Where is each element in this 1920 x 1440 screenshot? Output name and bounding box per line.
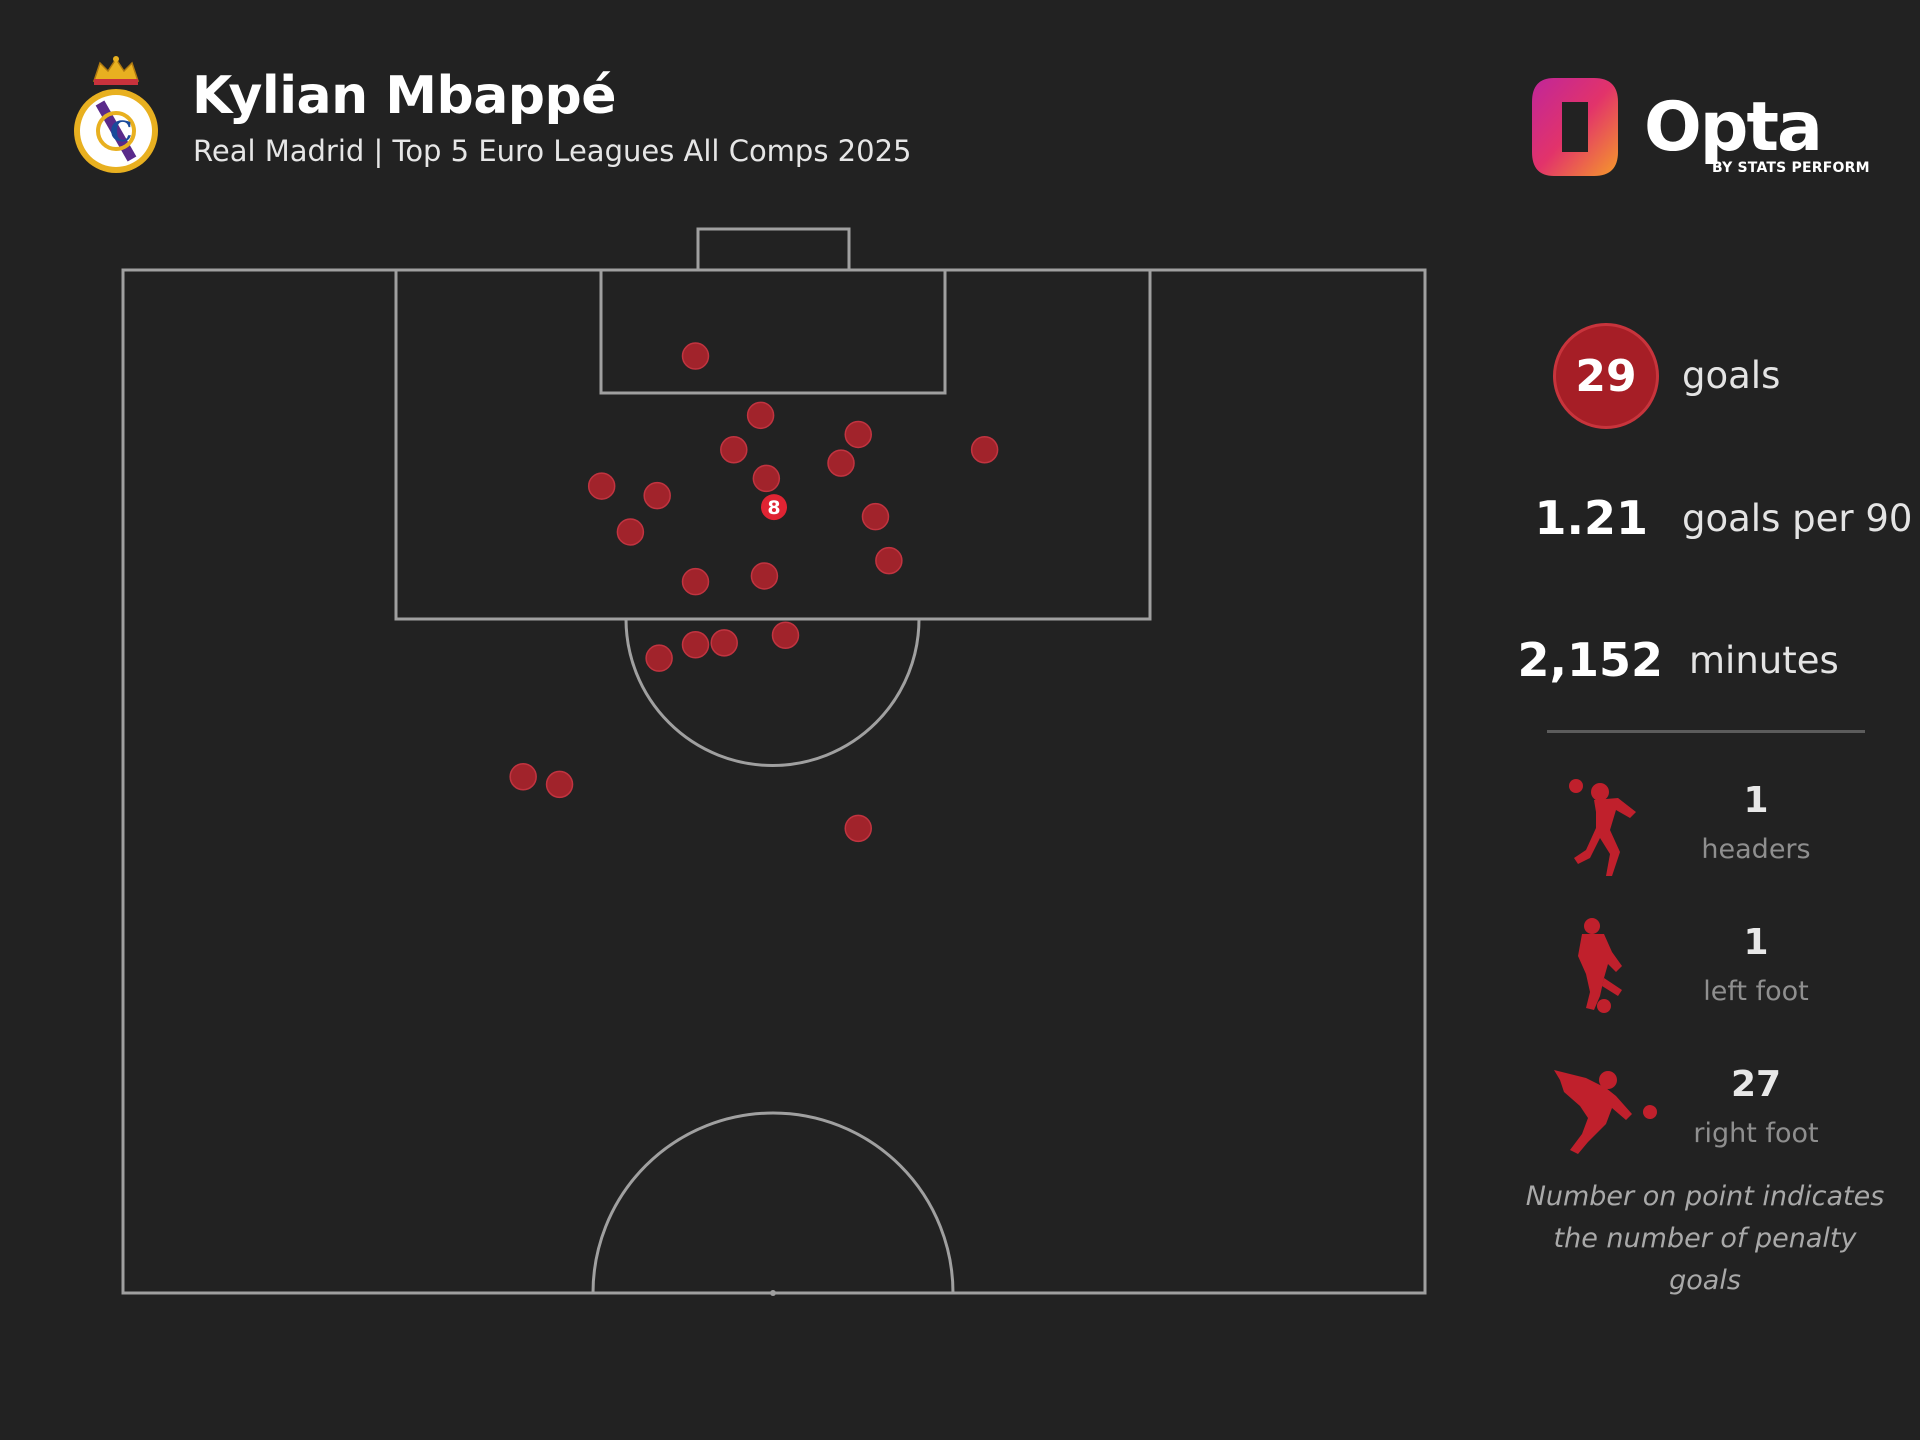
goal <box>696 227 851 272</box>
footnote-line-1: Number on point indicates <box>1525 1181 1885 1212</box>
goal-point <box>710 629 738 657</box>
stats-divider <box>1547 730 1865 733</box>
minutes-value: 2,152 <box>1517 633 1663 687</box>
left-foot-count: 1 <box>1743 922 1769 963</box>
goal-point <box>752 464 781 493</box>
penalty-goal-point <box>761 494 787 521</box>
goal-point <box>746 401 775 430</box>
opta-byline: BY STATS PERFORM <box>1712 160 1870 176</box>
left-foot-player-icon <box>1578 918 1622 1013</box>
goal-point <box>970 435 999 464</box>
goal-point <box>545 770 574 799</box>
centre-circle <box>591 1111 955 1294</box>
goal-point <box>771 621 800 649</box>
penalty-footnote: Number on point indicates the number of … <box>1515 1176 1895 1302</box>
real-madrid-crest-icon: C <box>74 56 158 173</box>
header-player-icon <box>1569 779 1636 876</box>
goals-per-90-label: goals per 90 <box>1682 497 1913 540</box>
footnote-line-2: the number of penalty goals <box>1553 1223 1857 1296</box>
page-title: Kylian Mbappé <box>192 66 617 126</box>
right-foot-label: right foot <box>1693 1118 1819 1149</box>
centre-spot <box>770 1290 776 1296</box>
goal-point <box>645 644 673 672</box>
pitch-outline <box>121 268 1427 1295</box>
goal-point <box>861 502 890 531</box>
goal-point <box>587 472 616 500</box>
penalty-count-label: 8 <box>767 497 780 519</box>
goal-point <box>720 435 748 464</box>
goal-point <box>509 762 537 791</box>
headers-count: 1 <box>1743 780 1769 821</box>
goal-point <box>681 631 710 659</box>
goals-per-90-value: 1.21 <box>1534 491 1649 545</box>
goals-label: goals <box>1682 354 1781 397</box>
right-foot-count: 27 <box>1730 1064 1782 1105</box>
goal-point <box>827 449 855 477</box>
opta-logo-icon <box>1532 78 1618 176</box>
goal-point <box>875 546 903 575</box>
headers-label: headers <box>1701 834 1811 865</box>
six-yard-box <box>599 268 947 395</box>
goal-point <box>616 518 645 546</box>
goal-point <box>643 481 671 510</box>
page-subtitle: Real Madrid | Top 5 Euro Leagues All Com… <box>193 134 912 168</box>
minutes-label: minutes <box>1689 639 1839 682</box>
penalty-arc <box>624 618 921 767</box>
goal-point <box>844 420 872 449</box>
goals-count-badge: 29 <box>1553 323 1659 429</box>
svg-text:C: C <box>110 115 132 148</box>
goal-point <box>750 562 779 590</box>
goal-point <box>844 814 872 843</box>
opta-wordmark: Opta <box>1644 88 1823 167</box>
goal-point <box>681 567 710 596</box>
left-foot-label: left foot <box>1703 976 1809 1007</box>
goal-point <box>681 342 710 370</box>
right-foot-player-icon <box>1554 1070 1657 1154</box>
